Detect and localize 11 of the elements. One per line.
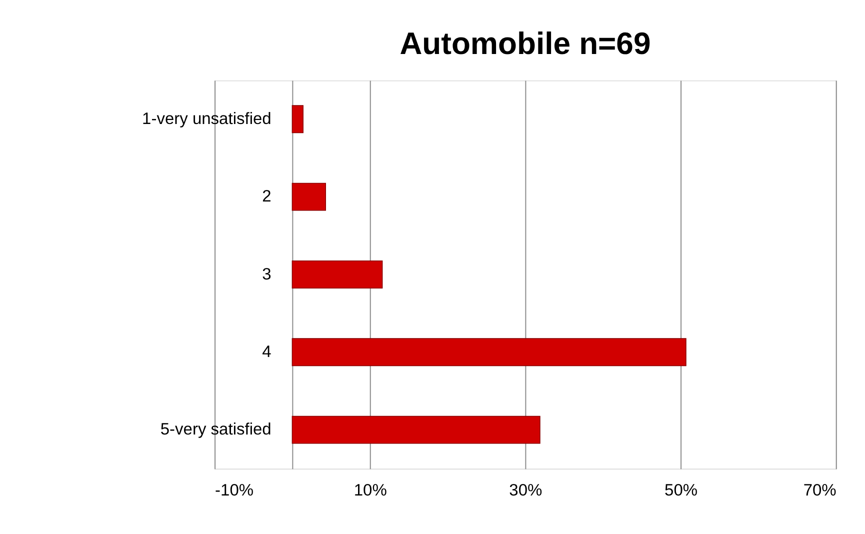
- y-tick-label: 2: [262, 188, 272, 206]
- x-tick-label: 10%: [354, 481, 388, 500]
- y-tick-label: 4: [262, 343, 272, 362]
- y-tick-label: 3: [262, 265, 272, 284]
- x-tick-label: -10%: [215, 481, 254, 500]
- x-tick-label: 70%: [803, 481, 837, 500]
- x-tick-label: 50%: [664, 481, 698, 500]
- chart-title: Automobile n=69: [400, 26, 651, 62]
- x-tick-label: 30%: [509, 481, 543, 500]
- y-tick-label: 5-very satisfied: [160, 420, 272, 439]
- y-tick-label: 1-very unsatisfied: [142, 110, 272, 128]
